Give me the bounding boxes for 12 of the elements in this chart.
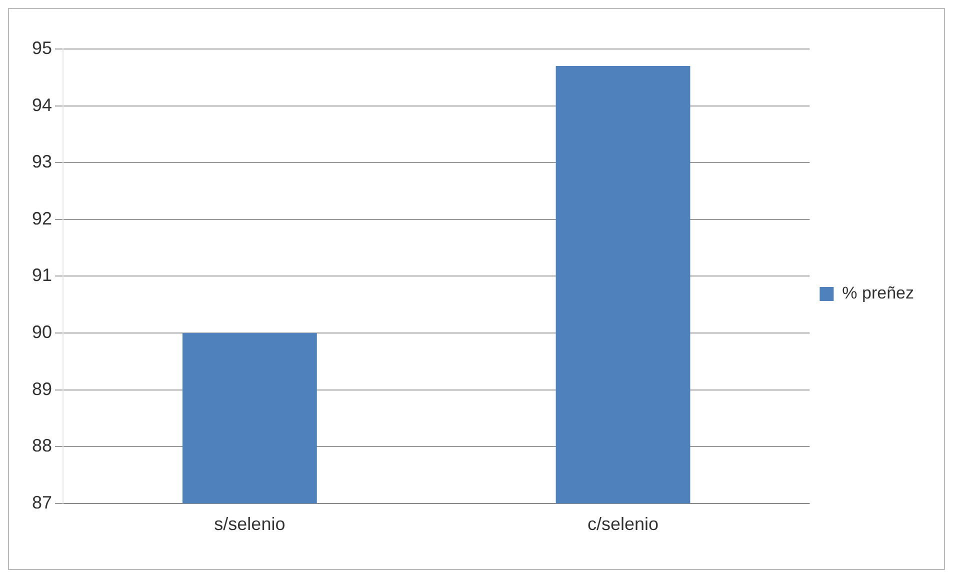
legend-label: % preñez [842,284,914,303]
y-tick-label: 89 [32,378,52,399]
y-tick-label: 95 [32,38,52,58]
y-tick-label: 87 [32,492,52,512]
y-tick-label: 88 [32,436,52,456]
x-tick-label: s/selenio [214,514,286,534]
x-tick-label: c/selenio [587,514,659,534]
y-tick-label: 94 [32,94,52,115]
y-tick-label: 92 [32,208,52,228]
y-tick-label: 93 [32,152,52,172]
y-tick-label: 91 [32,265,52,286]
y-tick-label: 90 [32,322,52,342]
